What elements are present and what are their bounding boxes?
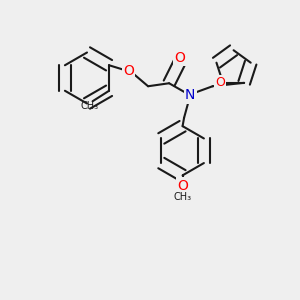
- Text: O: O: [177, 179, 188, 193]
- Text: O: O: [174, 51, 185, 65]
- Text: CH₃: CH₃: [80, 101, 99, 111]
- Text: CH₃: CH₃: [173, 192, 192, 202]
- Text: O: O: [123, 64, 134, 78]
- Text: O: O: [215, 76, 225, 89]
- Text: N: N: [185, 88, 195, 102]
